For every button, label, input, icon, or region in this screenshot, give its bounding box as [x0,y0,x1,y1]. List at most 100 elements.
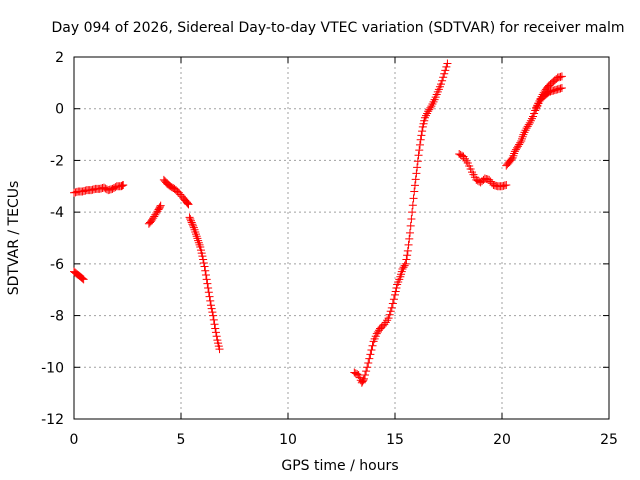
data-point [459,152,468,161]
data-point [401,259,410,268]
data-point [150,212,159,221]
data-point [384,314,393,323]
data-point [413,163,422,172]
data-point [508,153,517,162]
data-point [184,200,193,209]
data-points [70,59,566,387]
data-point [410,187,419,196]
data-point [426,103,435,112]
data-point [429,97,438,106]
data-point [192,232,201,241]
data-point [502,180,511,189]
y-tick-label: -6 [50,257,64,273]
data-point [410,181,419,190]
data-point [527,114,536,123]
data-point [443,59,452,68]
data-point [185,213,194,222]
data-point [183,199,192,208]
data-point [372,329,381,338]
data-point [516,138,525,147]
data-point [415,146,424,155]
data-point [525,118,534,127]
data-point [79,275,88,284]
data-point [78,274,87,283]
data-point [362,367,371,376]
data-point [391,287,400,296]
data-point [535,96,544,105]
data-point [385,310,394,319]
data-point [510,147,519,156]
data-point [438,76,447,85]
data-point [365,354,374,363]
data-point [156,201,165,210]
data-point [209,315,218,324]
data-point [523,122,532,131]
data-point [204,283,213,292]
data-point [367,346,376,355]
data-point [198,252,207,261]
data-point [514,142,523,151]
data-point [439,73,448,82]
data-point [206,301,215,310]
y-axis-label: SDTVAR / TECUs [6,181,22,296]
data-point [539,88,548,97]
data-point [209,311,218,320]
data-point [364,358,373,367]
data-point [208,308,217,317]
x-tick-label: 0 [70,432,79,448]
data-point [398,265,407,274]
data-point [202,275,211,284]
data-point [517,134,526,143]
data-point [210,320,219,329]
data-point [149,214,158,223]
data-point [412,169,421,178]
data-point [526,116,535,125]
data-point [380,320,389,329]
x-axis-label: GPS time / hours [281,458,398,474]
data-point [538,90,547,99]
data-point [187,218,196,227]
data-point [201,271,210,280]
data-point [518,132,527,141]
data-point [399,263,408,272]
data-point [194,238,203,247]
x-tick-label: 20 [493,432,511,448]
data-point [206,296,215,305]
data-point [190,225,199,234]
data-point [437,80,446,89]
data-point [119,180,128,189]
data-point [509,151,518,160]
data-point [189,223,198,232]
data-point [359,376,368,385]
data-point [557,84,566,93]
data-point [507,155,516,164]
data-point [411,175,420,184]
data-point [148,215,157,224]
y-tick-label: -8 [50,309,64,325]
data-point [511,145,520,154]
data-point [186,215,195,224]
data-point [388,299,397,308]
data-point [201,266,210,275]
data-point [409,194,418,203]
x-tick-label: 10 [279,432,297,448]
data-point [427,102,436,111]
data-point [442,62,451,71]
plot-frame [73,56,610,420]
data-point [423,109,432,118]
data-point [366,350,375,359]
data-point [404,240,413,249]
data-point [405,228,414,237]
data-point [400,261,409,270]
data-point [422,111,431,120]
data-point [414,151,423,160]
data-point [200,262,209,271]
data-point [207,304,216,313]
data-point [155,202,164,211]
data-point [204,288,213,297]
data-point [406,221,415,230]
data-point [381,318,390,327]
data-point [537,92,546,101]
